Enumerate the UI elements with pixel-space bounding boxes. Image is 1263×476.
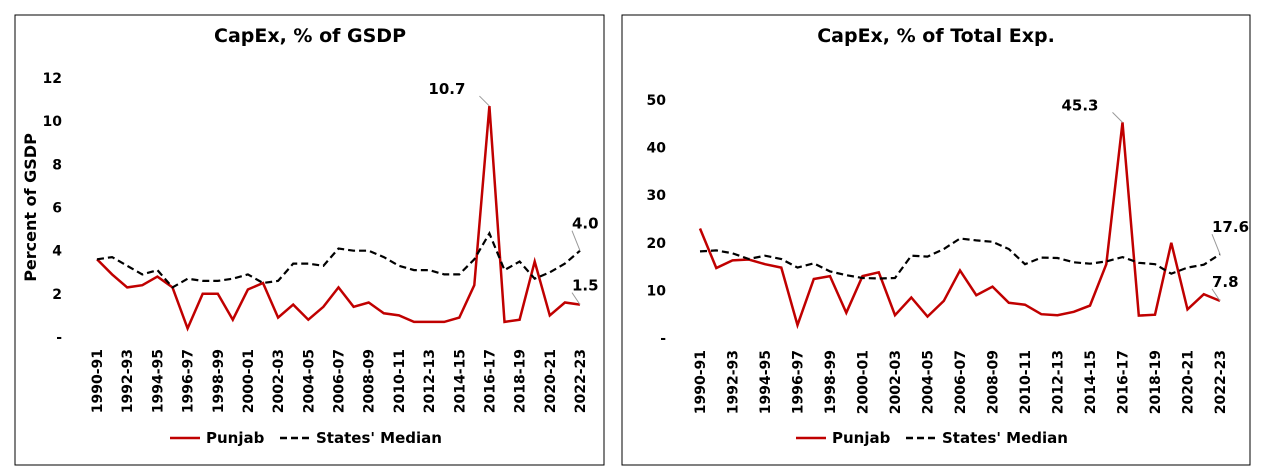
- y-tick-label: -: [56, 330, 62, 346]
- leader-line: [571, 292, 581, 305]
- leader-line: [479, 95, 490, 107]
- panel-border: [14, 14, 605, 466]
- x-tick-label: 2016-17: [482, 349, 498, 413]
- x-tick-label: 2022-23: [573, 349, 589, 413]
- x-tick-label: 2002-03: [888, 350, 904, 414]
- y-tick-label: 10: [647, 283, 667, 299]
- x-tick-label: 2008-09: [362, 349, 378, 413]
- x-tick-label: 1996-97: [181, 349, 197, 413]
- leader-line: [1211, 234, 1221, 255]
- x-tick-label: 2008-09: [986, 350, 1002, 414]
- x-tick-label: 2010-11: [392, 349, 408, 413]
- x-tick-label: 1992-93: [726, 350, 742, 414]
- x-tick-label: 2020-21: [1181, 350, 1197, 414]
- leader-line: [1211, 288, 1221, 302]
- x-tick-label: 1998-99: [823, 350, 839, 414]
- x-tick-label: 2002-03: [271, 349, 287, 413]
- data-line: [698, 122, 1221, 330]
- x-tick-label: 1994-95: [758, 350, 774, 414]
- y-tick-label: 40: [647, 141, 667, 157]
- x-tick-label: 2014-15: [1083, 350, 1099, 414]
- x-tick-label: 2006-07: [953, 350, 969, 414]
- y-tick-label: 30: [647, 188, 667, 204]
- data-line: [96, 105, 581, 332]
- leader-line: [571, 230, 581, 251]
- data-label: 45.3: [1061, 96, 1098, 114]
- legend-label: Punjab: [206, 429, 265, 447]
- y-tick-label: 12: [43, 71, 62, 87]
- x-tick-label: 2014-15: [452, 349, 468, 413]
- y-tick-label: -: [660, 331, 666, 347]
- y-tick-label: 2: [52, 287, 62, 303]
- x-tick-label: 2004-05: [301, 349, 317, 413]
- legend-label: States' Median: [942, 429, 1068, 447]
- legend-label: Punjab: [832, 429, 891, 447]
- x-tick-label: 2006-07: [332, 349, 348, 413]
- data-label: 17.6: [1212, 218, 1249, 236]
- x-tick-label: 1998-99: [211, 349, 227, 413]
- x-tick-label: 2010-11: [1018, 350, 1034, 414]
- x-tick-label: 2018-19: [513, 349, 529, 413]
- x-tick-label: 2016-17: [1116, 350, 1132, 414]
- x-tick-label: 2020-21: [543, 349, 559, 413]
- chart-title: CapEx, % of GSDP: [214, 25, 406, 47]
- x-tick-label: 1996-97: [791, 350, 807, 414]
- y-axis-label: Percent of GSDP: [21, 133, 40, 282]
- y-tick-label: 4: [52, 244, 62, 260]
- x-tick-label: 1992-93: [120, 349, 136, 413]
- data-label: 10.7: [428, 80, 465, 98]
- x-tick-label: 2000-01: [856, 350, 872, 414]
- x-tick-label: 2000-01: [241, 349, 257, 413]
- data-label: 7.8: [1212, 273, 1239, 291]
- y-tick-label: 6: [52, 201, 62, 217]
- y-tick-label: 10: [43, 114, 63, 130]
- panel-border: [621, 14, 1251, 466]
- data-line: [699, 237, 1221, 280]
- x-tick-label: 1990-91: [90, 349, 106, 413]
- y-tick-label: 8: [52, 157, 62, 173]
- x-tick-label: 2012-13: [422, 349, 438, 413]
- y-tick-label: 50: [647, 93, 667, 109]
- x-tick-label: 1990-91: [693, 350, 709, 414]
- y-tick-label: 20: [647, 236, 667, 252]
- chart-title: CapEx, % of Total Exp.: [817, 25, 1055, 47]
- data-label: 1.5: [572, 277, 599, 295]
- data-line: [96, 230, 581, 289]
- leader-line: [1112, 112, 1123, 123]
- x-tick-label: 2012-13: [1051, 350, 1067, 414]
- x-tick-label: 2018-19: [1148, 350, 1164, 414]
- x-tick-label: 1994-95: [150, 349, 166, 413]
- legend-label: States' Median: [316, 429, 442, 447]
- x-tick-label: 2004-05: [921, 350, 937, 414]
- data-label: 4.0: [572, 215, 599, 233]
- x-tick-label: 2022-23: [1213, 350, 1229, 414]
